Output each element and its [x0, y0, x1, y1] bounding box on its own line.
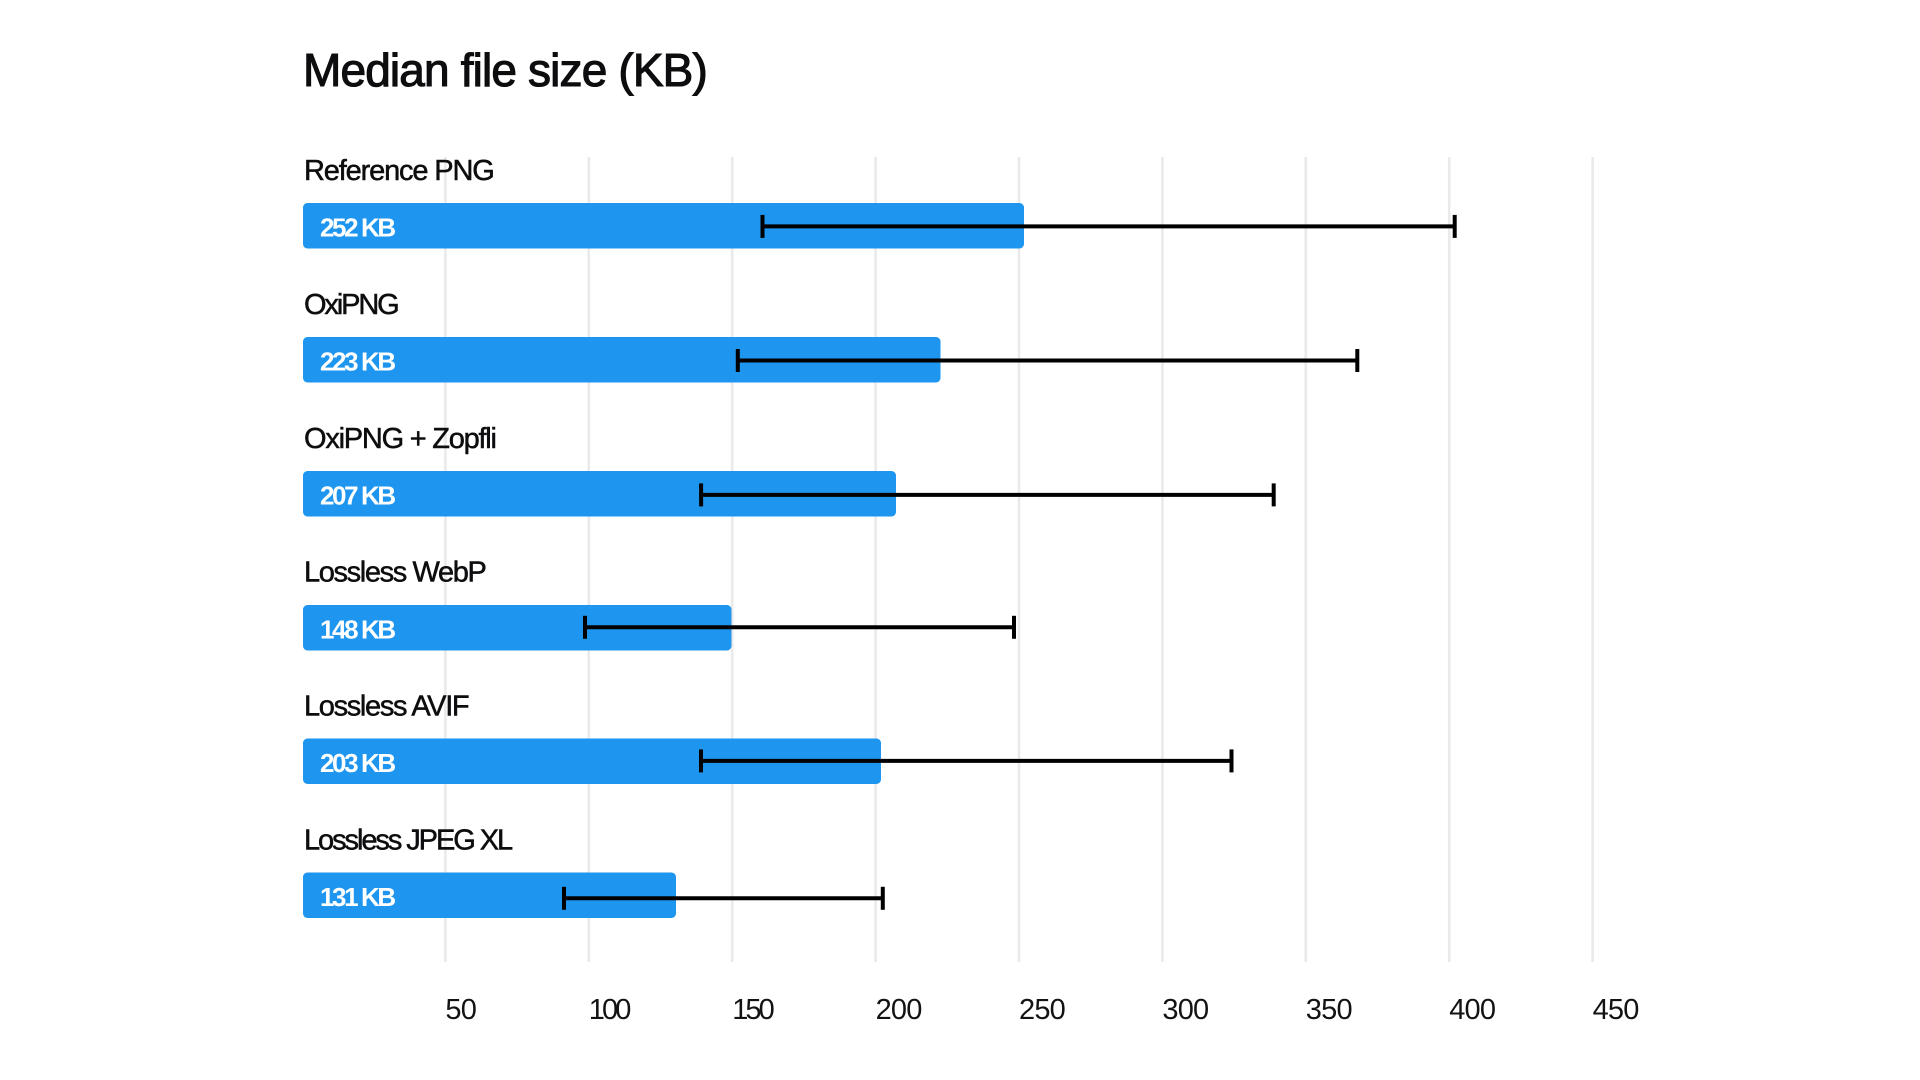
- svg-text:100: 100: [589, 994, 630, 1026]
- svg-text:350: 350: [1306, 994, 1352, 1026]
- svg-text:300: 300: [1162, 994, 1208, 1026]
- svg-text:400: 400: [1449, 994, 1495, 1026]
- svg-text:250: 250: [1019, 994, 1065, 1026]
- svg-text:OxiPNG: OxiPNG: [304, 289, 398, 321]
- svg-text:450: 450: [1593, 994, 1639, 1026]
- svg-text:131 KB: 131 KB: [320, 882, 395, 912]
- svg-text:203 KB: 203 KB: [320, 748, 395, 778]
- svg-text:200: 200: [876, 994, 922, 1026]
- svg-text:Reference PNG: Reference PNG: [304, 155, 494, 187]
- svg-text:Lossless AVIF: Lossless AVIF: [304, 691, 469, 723]
- svg-text:50: 50: [445, 994, 476, 1026]
- svg-text:148 KB: 148 KB: [320, 614, 395, 644]
- svg-text:223 KB: 223 KB: [320, 346, 395, 376]
- svg-text:Lossless JPEG XL: Lossless JPEG XL: [304, 824, 513, 856]
- svg-text:150: 150: [732, 994, 773, 1026]
- svg-text:207 KB: 207 KB: [320, 480, 395, 510]
- svg-text:Median file size (KB): Median file size (KB): [303, 44, 707, 96]
- svg-text:Lossless WebP: Lossless WebP: [304, 557, 486, 589]
- svg-text:OxiPNG + Zopfli: OxiPNG + Zopfli: [304, 423, 496, 455]
- svg-text:252 KB: 252 KB: [320, 212, 395, 242]
